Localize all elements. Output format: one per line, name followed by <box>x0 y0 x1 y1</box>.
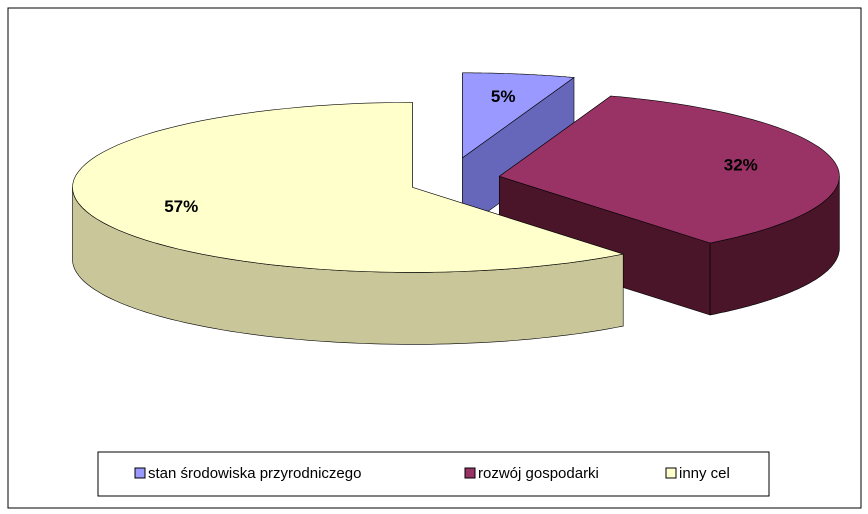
legend-swatch <box>665 467 677 479</box>
legend-label: rozwój gospodarki <box>478 465 599 482</box>
slice <box>498 95 840 244</box>
legend-swatch <box>134 467 146 479</box>
legend-label: inny cel <box>679 465 730 482</box>
data-label: 57% <box>164 197 198 216</box>
slice <box>72 102 624 273</box>
slice <box>462 72 575 159</box>
slice-tops <box>72 72 840 273</box>
labels: 5% 32% 57% <box>164 87 758 216</box>
data-label: 5% <box>491 87 516 106</box>
legend-label: stan środowiska przyrodniczego <box>148 465 361 482</box>
legend-swatch <box>464 467 476 479</box>
legend-box <box>97 451 770 497</box>
data-label: 32% <box>724 156 758 175</box>
